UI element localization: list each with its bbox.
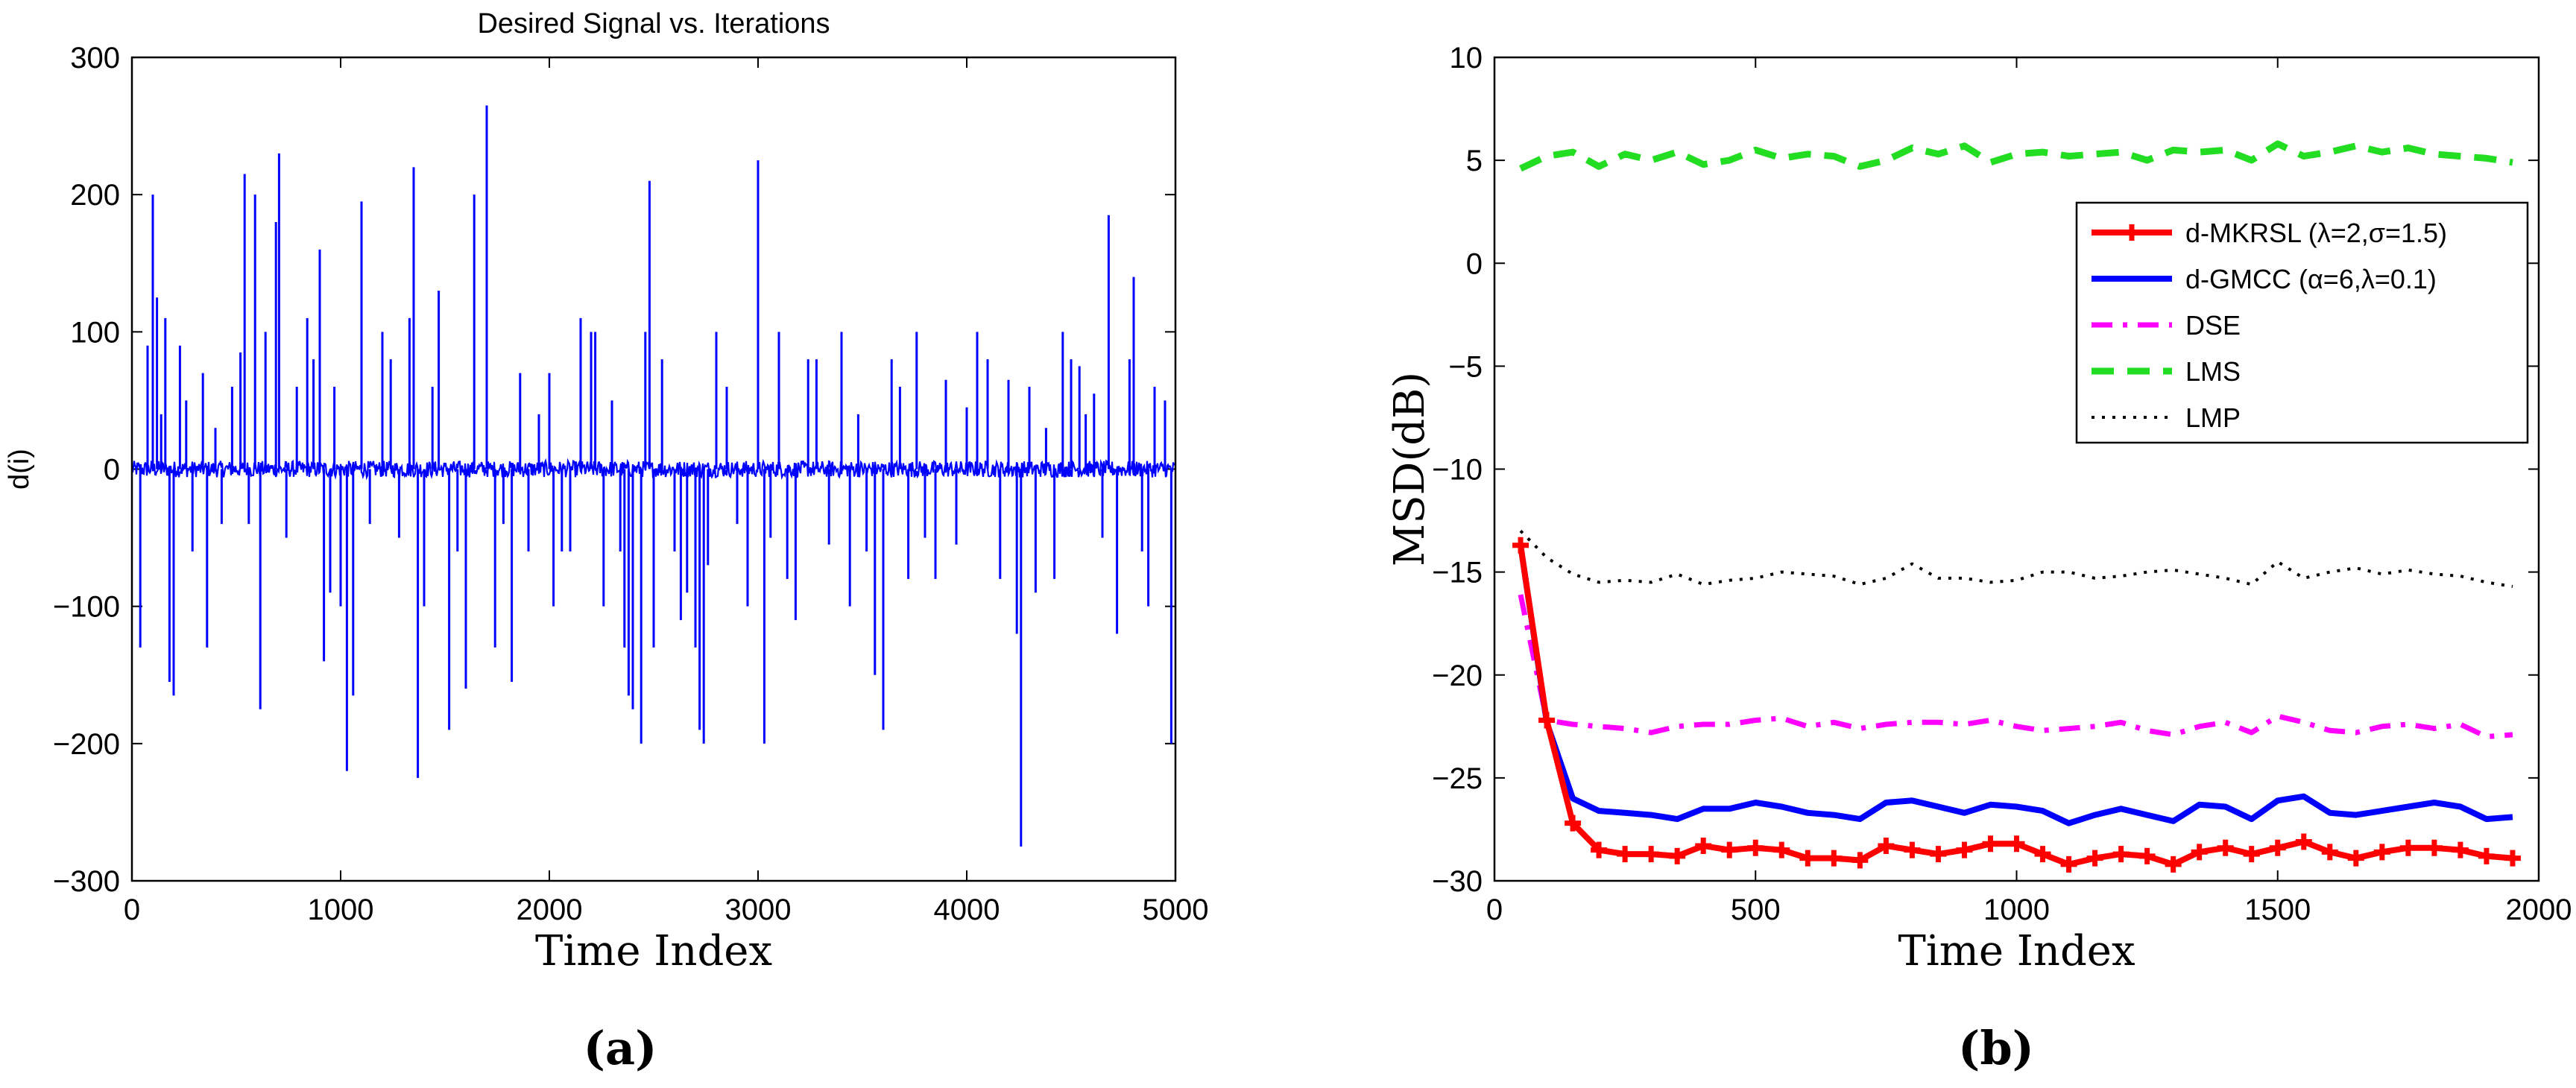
chart-b-xlabel: Time Index xyxy=(1898,927,2135,975)
chart-a-xtick-label: 5000 xyxy=(1143,894,1209,926)
chart-b-series-marker xyxy=(1852,852,1869,869)
chart-b-series-marker xyxy=(2321,844,2338,861)
chart-b-ytick-label: 5 xyxy=(1466,145,1483,177)
chart-b-ytick-label: 0 xyxy=(1466,247,1483,280)
chart-b-series-marker xyxy=(1643,846,1660,863)
chart-b-series-marker xyxy=(1538,712,1556,729)
chart-b-series-marker xyxy=(2347,850,2364,867)
chart-b-series-marker xyxy=(1825,850,1843,867)
chart-a-xtick-label: 1000 xyxy=(308,894,374,926)
chart-b-series xyxy=(1512,140,2521,873)
chart-b-series-marker xyxy=(1695,838,1712,855)
chart-b-xtick-label: 500 xyxy=(1731,894,1781,926)
chart-a-xtick-label: 0 xyxy=(124,894,140,926)
panel-label-b: (b) xyxy=(1958,1021,2034,1075)
chart-b-series-marker xyxy=(2191,844,2208,861)
chart-a-ylabel: d(i) xyxy=(4,449,35,490)
chart-b-series-marker xyxy=(2008,835,2025,853)
legend-label-4: LMP xyxy=(2185,402,2241,433)
chart-b-series-marker xyxy=(1930,846,1947,863)
chart-b-series-marker xyxy=(1878,838,1895,855)
chart-b-series-marker xyxy=(1904,841,1921,858)
chart-a-ytick-label: −300 xyxy=(53,865,120,898)
chart-b-ytick-label: −30 xyxy=(1432,865,1483,898)
chart-a-ytick-label: 300 xyxy=(70,42,120,75)
chart-b-series-marker xyxy=(2295,833,2312,850)
chart-b-series-marker xyxy=(2504,850,2521,867)
chart-b-series-marker xyxy=(2034,846,2051,863)
legend-marker xyxy=(2124,224,2140,241)
chart-b-series-marker xyxy=(2165,855,2182,873)
chart-a-xtick-label: 3000 xyxy=(725,894,792,926)
chart-b-ytick-label: −25 xyxy=(1432,762,1483,795)
legend-label-1: d-GMCC (α=6,λ=0.1) xyxy=(2185,264,2437,294)
chart-b-series-marker xyxy=(1591,841,1608,858)
chart-a-ticks: 0 1000 2000 3000 4000 5000 −300 −200 −100 0 100 200… xyxy=(53,42,1209,926)
chart-b-series-marker xyxy=(1956,841,1973,858)
chart-b-series-marker xyxy=(1617,846,1634,863)
chart-b-series-marker xyxy=(1799,850,1816,867)
chart-b-series-line-2 xyxy=(1518,594,2513,740)
chart-b-xtick-label: 1500 xyxy=(2244,894,2311,926)
chart-b-ytick-label: −10 xyxy=(1432,454,1483,487)
chart-b-series-marker xyxy=(1982,835,1999,853)
chart-a-ytick-label: 200 xyxy=(70,179,120,212)
chart-b-series-marker xyxy=(2086,850,2103,867)
chart-b-series-line-3 xyxy=(1519,140,2513,172)
chart-b-series-marker xyxy=(2060,855,2077,873)
chart-b-series-marker xyxy=(1512,537,1530,554)
chart-a-xtick-label: 2000 xyxy=(517,894,583,926)
chart-a-frame xyxy=(130,56,1177,882)
panel-label-a: (a) xyxy=(584,1021,657,1075)
chart-b-series-marker xyxy=(2478,847,2495,864)
chart-b-frame xyxy=(1493,56,2540,882)
chart-b-series-marker xyxy=(1773,841,1790,858)
chart-b-series-marker xyxy=(2399,839,2416,856)
chart-b-ytick-label: −15 xyxy=(1432,557,1483,589)
chart-a-ytick-label: 100 xyxy=(70,316,120,349)
chart-b-xtick-label: 2000 xyxy=(2506,894,2572,926)
chart-b-series-marker xyxy=(1721,841,1738,858)
chart-b-xtick-label: 0 xyxy=(1486,894,1503,926)
chart-a-ytick-label: 0 xyxy=(104,454,120,487)
chart-a-ytick-label: −100 xyxy=(53,591,120,624)
chart-b-series-marker xyxy=(2425,839,2443,856)
chart-b-ylabel: MSD(dB) xyxy=(1386,372,1434,566)
chart-b-series-marker xyxy=(2217,839,2234,856)
chart-a-ytick-label: −200 xyxy=(53,728,120,761)
chart-b-xtick-label: 1000 xyxy=(1983,894,2050,926)
chart-a-xtick-label: 4000 xyxy=(934,894,1000,926)
chart-a-title: Desired Signal vs. Iterations xyxy=(477,8,830,39)
chart-b-ticks: 0 500 1000 1500 2000 −30 −25 −20 −15 −10 −5 0 5 10 xyxy=(1432,42,2572,926)
chart-b-legend: d-MKRSL (λ=2,σ=1.5) d-GMCC (α=6,λ=0.1) DSE… xyxy=(2075,201,2529,444)
chart-b-series-marker xyxy=(2112,846,2130,863)
chart-b: 0 500 1000 1500 2000 −30 −25 −20 −15 −10 −5 0 5 10 d-… xyxy=(1386,42,2572,1075)
chart-b-series-marker xyxy=(2138,847,2156,864)
chart-b-series-marker xyxy=(1747,839,1764,856)
chart-a-series xyxy=(130,105,1176,847)
chart-b-series-marker xyxy=(1669,847,1686,864)
chart-b-series-marker xyxy=(2243,846,2260,863)
chart-b-ytick-label: 10 xyxy=(1450,42,1483,75)
legend-label-2: DSE xyxy=(2185,310,2241,341)
chart-b-series-marker xyxy=(2269,839,2286,856)
chart-a: Desired Signal vs. Iterations 0 1000 2000 3… xyxy=(4,8,1208,1075)
chart-b-series-line-1 xyxy=(1518,545,2513,826)
legend-label-3: LMS xyxy=(2185,356,2241,387)
chart-b-series-marker xyxy=(2373,844,2390,861)
chart-b-ytick-label: −5 xyxy=(1448,350,1483,383)
chart-b-series-marker xyxy=(1565,815,1582,832)
chart-b-series-marker xyxy=(2452,841,2469,858)
legend-label-0: d-MKRSL (λ=2,σ=1.5) xyxy=(2185,218,2447,248)
chart-b-ytick-label: −20 xyxy=(1432,660,1483,692)
chart-a-xlabel: Time Index xyxy=(535,927,772,975)
